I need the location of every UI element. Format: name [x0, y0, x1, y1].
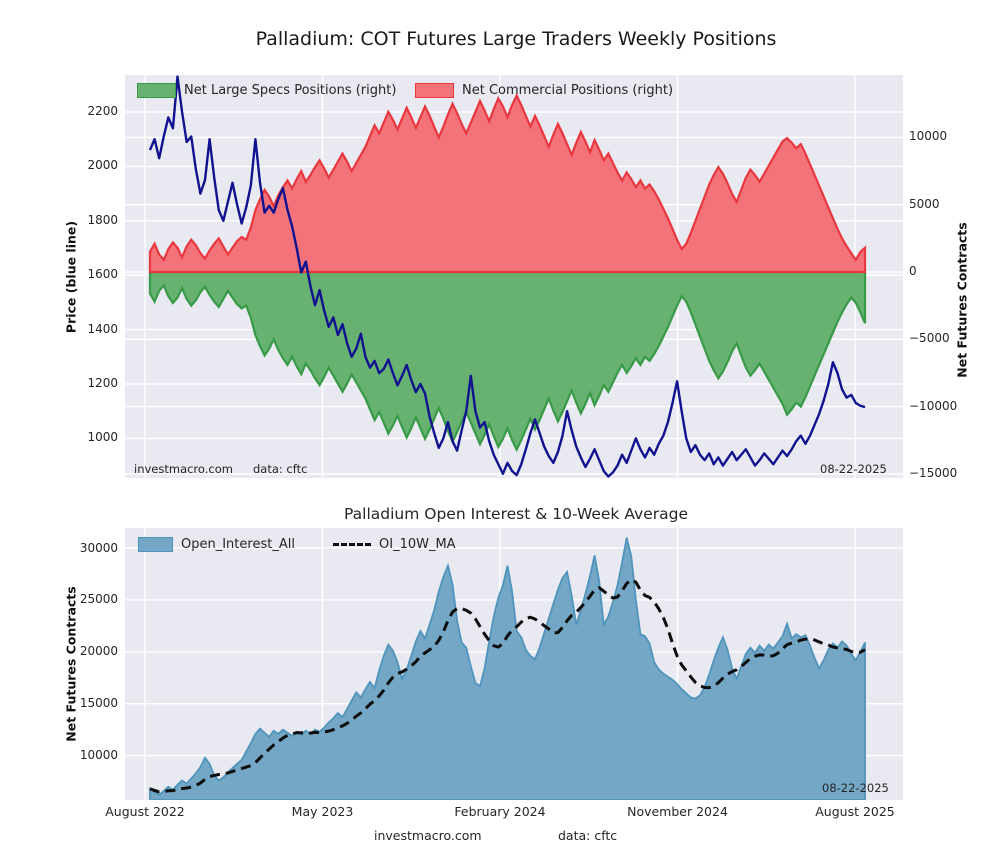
footer-source: investmacro.com: [374, 828, 482, 843]
top-net-tick-label: −10000: [909, 398, 958, 413]
top-net-tick-label: −15000: [909, 465, 958, 480]
legend-open-interest: Open_Interest_All: [138, 537, 295, 552]
footer-data-source: data: cftc: [558, 828, 618, 843]
bottom-oi-tick-label: 15000: [79, 696, 118, 711]
legend-net-commercials-label: Net Commercial Positions (right): [462, 83, 674, 98]
top-price-tick-label: 2000: [87, 158, 118, 173]
x-tick-label: August 2022: [105, 804, 185, 819]
top-net-tick-label: 5000: [909, 196, 940, 211]
x-tick-label: May 2023: [291, 804, 354, 819]
top-price-tick-label: 1000: [87, 430, 118, 445]
bottom-date-annotation: 08-22-2025: [822, 781, 889, 795]
top-source-annotation: investmacro.com: [134, 462, 233, 476]
green-swatch-icon: [137, 83, 176, 98]
bottom-left-axis-label: Net Futures Contracts: [63, 586, 79, 742]
top-net-tick-label: −5000: [909, 331, 950, 346]
legend-net-large-specs: Net Large Specs Positions (right): [137, 83, 396, 98]
top-date-annotation: 08-22-2025: [820, 462, 887, 476]
top-left-axis-label: Price (blue line): [63, 220, 79, 334]
dashed-line-icon: [333, 543, 371, 546]
top-price-tick-label: 2200: [87, 104, 118, 118]
red-swatch-icon: [415, 83, 454, 98]
bottom-chart-title: Palladium Open Interest & 10-Week Averag…: [344, 505, 688, 523]
x-tick-label: November 2024: [627, 804, 728, 819]
top-price-tick-label: 1200: [87, 376, 118, 390]
legend-net-commercials: Net Commercial Positions (right): [415, 83, 673, 98]
top-net-tick-label: 10000: [909, 129, 948, 144]
x-tick-label: August 2025: [815, 804, 895, 819]
bottom-oi-tick-label: 20000: [79, 644, 118, 659]
bottom-oi-tick-label: 25000: [79, 592, 118, 607]
bottom-oi-tick-label: 10000: [79, 748, 118, 763]
legend-net-large-specs-label: Net Large Specs Positions (right): [184, 83, 397, 98]
top-net-tick-label: 0: [909, 264, 917, 278]
legend-open-interest-label: Open_Interest_All: [181, 537, 295, 552]
top-price-tick-label: 1600: [87, 267, 118, 282]
top-price-tick-label: 1800: [87, 212, 118, 227]
legend-oi-ma: OI_10W_MA: [333, 537, 456, 552]
blue-swatch-icon: [138, 537, 173, 552]
bottom-oi-tick-label: 30000: [79, 540, 118, 555]
top-price-tick-label: 1400: [87, 321, 118, 336]
top-right-axis-label: Net Futures Contracts: [954, 222, 970, 378]
x-tick-label: February 2024: [454, 804, 546, 819]
top-data-source-annotation: data: cftc: [253, 462, 308, 476]
top-chart-title: Palladium: COT Futures Large Traders Wee…: [255, 28, 777, 50]
legend-oi-ma-label: OI_10W_MA: [379, 537, 456, 552]
